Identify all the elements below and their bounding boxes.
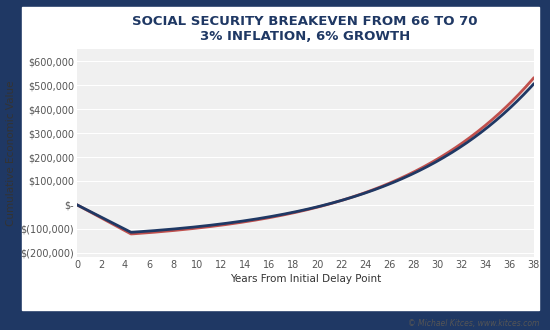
Without Medicare Part B Surcharge [520,87,527,91]
Title: SOCIAL SECURITY BREAKEVEN FROM 66 TO 70
3% INFLATION, 6% GROWTH: SOCIAL SECURITY BREAKEVEN FROM 66 TO 70 … [133,15,478,43]
Without Medicare Part B Surcharge [294,210,301,214]
Line: With Medicare Part B Surcharge: With Medicare Part B Surcharge [77,84,534,232]
X-axis label: Years From Initial Delay Point: Years From Initial Delay Point [230,274,381,284]
Without Medicare Part B Surcharge [128,232,134,236]
Line: Without Medicare Part B Surcharge: Without Medicare Part B Surcharge [77,78,534,234]
With Medicare Part B Surcharge [530,82,537,86]
With Medicare Part B Surcharge [322,203,328,207]
With Medicare Part B Surcharge [292,210,298,214]
With Medicare Part B Surcharge [449,150,455,154]
Without Medicare Part B Surcharge [292,211,298,214]
With Medicare Part B Surcharge [346,196,353,200]
Without Medicare Part B Surcharge [449,148,455,152]
With Medicare Part B Surcharge [520,93,527,97]
With Medicare Part B Surcharge [74,203,80,207]
Without Medicare Part B Surcharge [74,203,80,207]
Without Medicare Part B Surcharge [530,76,537,80]
Without Medicare Part B Surcharge [322,203,328,207]
Without Medicare Part B Surcharge [346,196,353,200]
With Medicare Part B Surcharge [294,210,301,214]
Text: © Michael Kitces, www.kitces.com: © Michael Kitces, www.kitces.com [408,319,539,328]
With Medicare Part B Surcharge [128,230,134,234]
Y-axis label: Cumulative Economic Value: Cumulative Economic Value [6,81,16,226]
